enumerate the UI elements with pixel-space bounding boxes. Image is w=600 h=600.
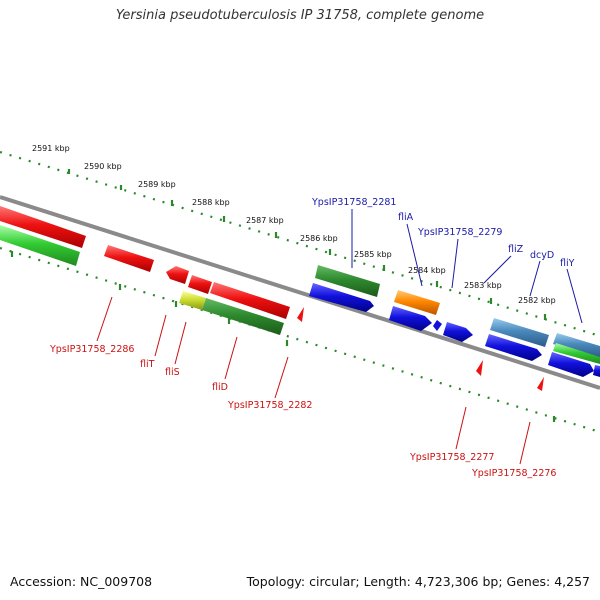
scale-label: 2588 kbp [192,198,230,207]
upper-major-ticks [67,169,547,320]
scale-label: 2586 kbp [300,234,338,243]
gene-label[interactable]: fliS [165,367,180,378]
upper-leader-lines [351,209,583,324]
scale-label: 2583 kbp [464,281,502,290]
scale-label: 2587 kbp [246,216,284,225]
gene-arrow[interactable] [0,206,86,248]
gene-arrow[interactable] [553,333,600,358]
gene-arrow[interactable] [179,291,206,310]
gene-label[interactable]: YpsIP31758_2276 [471,468,556,479]
scale-label: 2589 kbp [138,180,176,189]
scale-label: 2591 kbp [32,144,70,153]
gene-label[interactable]: YpsIP31758_2277 [409,452,494,463]
gene-arrow[interactable] [104,245,154,272]
gene-label[interactable]: fliD [212,382,228,393]
gene-arrow[interactable] [485,334,542,361]
gene-label[interactable]: dcyD [530,250,554,261]
scale-label: 2590 kbp [84,162,122,171]
gene-arrow[interactable] [490,318,549,347]
gene-label[interactable]: YpsIP31758_2279 [417,227,502,238]
gene-label[interactable]: fliT [140,359,155,370]
genome-title: Yersinia pseudotuberculosis IP 31758, co… [115,8,485,23]
gene-arrow[interactable] [309,283,374,312]
accession-text: Accession: NC_009708 [10,574,153,589]
scale-label: 2585 kbp [354,250,392,259]
gene-label[interactable]: fliY [560,258,575,269]
gene-arrow[interactable] [433,320,442,331]
gene-arrow[interactable] [297,307,304,322]
genome-backbone [0,195,600,390]
gene-label[interactable]: YpsIP31758_2282 [227,400,312,411]
gene-arrow[interactable] [553,343,600,364]
gene-label[interactable]: YpsIP31758_2286 [49,344,134,355]
gene-arrow[interactable] [315,265,380,297]
gene-arrow[interactable] [394,290,440,315]
gene-arrow[interactable] [188,275,212,294]
gene-arrow[interactable] [593,365,600,377]
gene-label[interactable]: YpsIP31758_2281 [311,197,396,208]
topology-text: Topology: circular; Length: 4,723,306 bp… [246,574,590,589]
gene-arrow[interactable] [548,352,594,377]
gene-label[interactable]: fliA [398,212,414,223]
lower-major-ticks [10,251,556,422]
scale-label: 2584 kbp [408,266,446,275]
gene-arrow[interactable] [202,298,284,335]
gene-arrow[interactable] [0,225,80,266]
gene-arrow[interactable] [166,266,189,284]
gene-arrow[interactable] [210,282,290,319]
gene-arrow[interactable] [443,322,473,342]
gene-label[interactable]: fliZ [508,244,524,255]
scale-label: 2582 kbp [518,296,556,305]
gene-arrow[interactable] [537,377,544,391]
lower-leader-lines [96,296,531,465]
gene-arrow[interactable] [389,306,432,331]
gene-arrow[interactable] [476,360,483,376]
